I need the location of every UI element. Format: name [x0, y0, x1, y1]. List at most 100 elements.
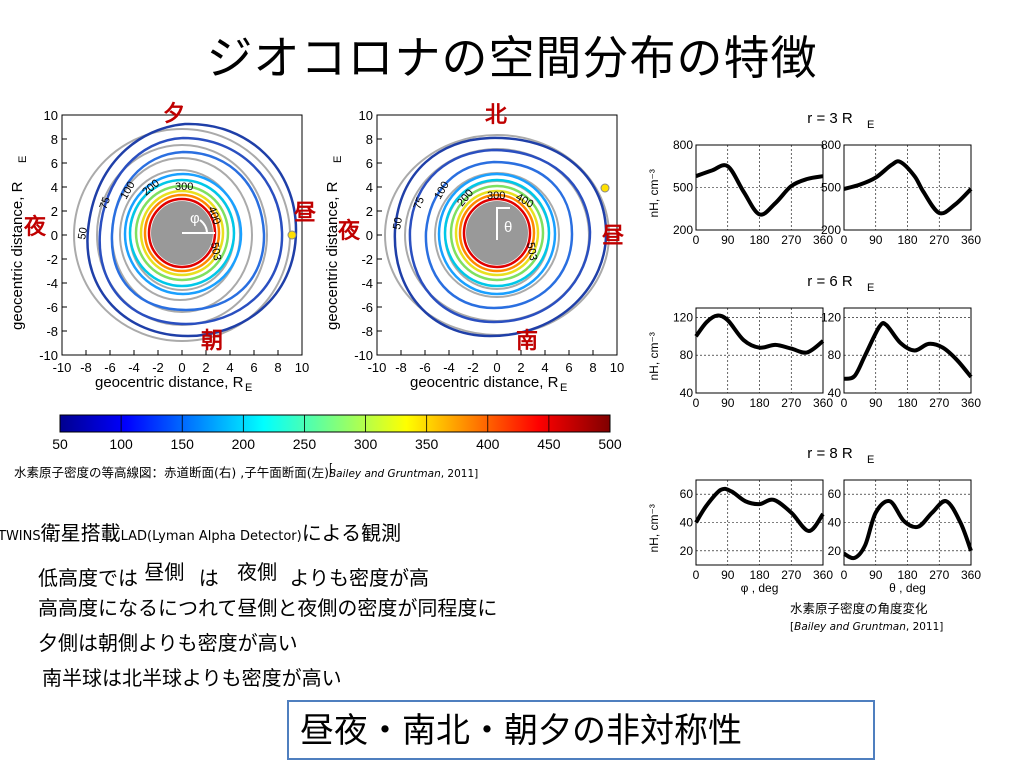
- colorbar-tick-label: 50: [52, 436, 68, 452]
- contour-label: 300: [487, 190, 505, 202]
- cite-bracket: [: [790, 621, 795, 633]
- x-tick-label: 10: [295, 360, 309, 375]
- theta-symbol: θ: [504, 219, 512, 236]
- contour-label: 503: [524, 241, 539, 261]
- y-axis-label: geocentric distance, R: [324, 181, 341, 330]
- finding-3: 夕側は朝側よりも密度が高い: [38, 631, 298, 655]
- x-tick-label: -10: [368, 360, 387, 375]
- contour-label: 75: [98, 195, 113, 211]
- x-tick-label: 90: [869, 396, 883, 410]
- x-tick-label: 2: [202, 360, 209, 375]
- x-tick-label: 10: [610, 360, 624, 375]
- y-tick-label: -8: [361, 324, 373, 339]
- y-tick-label: 40: [680, 516, 694, 530]
- line-chart: 0 90 180 270 360 200 500 800 nH, cm⁻³: [647, 138, 833, 247]
- y-tick-label: 120: [673, 310, 693, 324]
- contour-label: 75: [412, 195, 427, 211]
- y-tick-label: 200: [821, 223, 841, 237]
- x-tick-label: 0: [178, 360, 185, 375]
- x-tick-label: -6: [419, 360, 431, 375]
- y-tick-label: 20: [680, 544, 694, 558]
- x-tick-label: 180: [897, 396, 917, 410]
- finding-1-a: 低高度では: [38, 566, 138, 590]
- x-tick-label: -2: [467, 360, 479, 375]
- summary-text: 昼夜・南北・朝夕の非対称性: [300, 711, 742, 751]
- x-tick-label: 8: [274, 360, 281, 375]
- y-tick-label: 8: [366, 132, 373, 147]
- cite-year: , 2011]: [440, 468, 479, 480]
- y-tick-label: -10: [354, 348, 373, 363]
- y-tick-label: 800: [673, 138, 693, 152]
- finding-1-c: は: [198, 566, 219, 590]
- colorbar-tick-label: 400: [476, 436, 500, 452]
- twins-line: TWINS衛星搭載LAD(Lyman Alpha Detector)による観測: [0, 517, 401, 546]
- y-tick-label: 2: [51, 204, 58, 219]
- y-axis-label: nH, cm⁻³: [647, 504, 661, 552]
- x-tick-label: 90: [869, 233, 883, 247]
- y-tick-label: 200: [673, 223, 693, 237]
- x-tick-label: 180: [897, 568, 917, 582]
- chart-row-title-subscript: E: [867, 454, 874, 466]
- y-tick-label: 4: [366, 180, 373, 195]
- x-tick-label: 360: [961, 396, 981, 410]
- summary-box: [287, 700, 875, 760]
- y-tick-label: 80: [680, 348, 694, 362]
- x-tick-label: 0: [693, 233, 700, 247]
- label-dawn: 朝: [201, 328, 223, 353]
- data-line: [843, 159, 973, 216]
- cite-authors: Bailey and Gruntman: [794, 621, 906, 633]
- y-tick-label: 0: [51, 228, 58, 243]
- twins-lad: LAD(Lyman Alpha Detector): [120, 529, 302, 544]
- x-axis-label: φ , deg: [741, 581, 779, 595]
- data-line: [843, 321, 973, 381]
- x-tick-label: -10: [53, 360, 72, 375]
- contour-panel-meridional: θ 50 75 100 200 300 400 503 -10-10-8-8-6…: [324, 102, 625, 394]
- finding-1-b: 昼側: [144, 560, 185, 584]
- sun-marker: [287, 230, 297, 240]
- label-day: 昼: [602, 223, 625, 248]
- x-tick-label: 0: [841, 568, 848, 582]
- x-tick-label: 90: [721, 568, 735, 582]
- y-tick-label: -6: [361, 300, 373, 315]
- x-tick-label: 360: [961, 233, 981, 247]
- x-tick-label: 270: [929, 568, 949, 582]
- x-axis-label: θ , deg: [889, 581, 926, 595]
- label-dusk: 夕: [163, 101, 185, 126]
- colorbar: 50 100 150 200 250 300 350 400 450 500: [52, 414, 622, 452]
- y-tick-label: 40: [828, 386, 842, 400]
- x-axis-subscript: E: [560, 382, 567, 394]
- x-tick-label: 90: [721, 396, 735, 410]
- contour-label: 50: [391, 216, 405, 230]
- x-tick-label: 4: [541, 360, 548, 375]
- label-night: 夜: [23, 214, 47, 239]
- caption-contour: 水素原子密度の等高線図：赤道断面(右) ,子午面断面(左)[Bailey and…: [14, 462, 478, 481]
- x-tick-label: -4: [128, 360, 140, 375]
- y-tick-label: 500: [821, 181, 841, 195]
- x-tick-label: 4: [226, 360, 233, 375]
- colorbar-tick-label: 100: [109, 436, 133, 452]
- data-line: [843, 499, 973, 561]
- line-chart: 0 90 180 270 360 20 40 60 θ , deg: [828, 479, 981, 595]
- x-tick-label: 270: [781, 233, 801, 247]
- x-tick-label: 90: [721, 233, 735, 247]
- y-tick-label: 60: [680, 487, 694, 501]
- contour-figures: φ 50 75 100 200 300 400 503 -10-10-8-8-6…: [9, 101, 625, 394]
- y-tick-label: 2: [366, 204, 373, 219]
- y-tick-label: 8: [51, 132, 58, 147]
- data-line: [694, 486, 825, 533]
- x-tick-label: 0: [841, 396, 848, 410]
- y-tick-label: 40: [680, 386, 694, 400]
- contour-panel-equatorial: φ 50 75 100 200 300 400 503 -10-10-8-8-6…: [9, 101, 317, 394]
- y-tick-label: 0: [366, 228, 373, 243]
- x-tick-label: 8: [589, 360, 596, 375]
- x-tick-label: 360: [813, 568, 833, 582]
- y-tick-label: 4: [51, 180, 58, 195]
- x-tick-label: 6: [565, 360, 572, 375]
- colorbar-gradient: [59, 414, 611, 433]
- y-tick-label: -4: [361, 276, 373, 291]
- colorbar-tick-label: 250: [293, 436, 317, 452]
- x-axis-label: geocentric distance, R: [95, 374, 244, 391]
- y-tick-label: 10: [44, 108, 58, 123]
- y-tick-label: -2: [46, 252, 58, 267]
- contour-label: 50: [76, 226, 90, 240]
